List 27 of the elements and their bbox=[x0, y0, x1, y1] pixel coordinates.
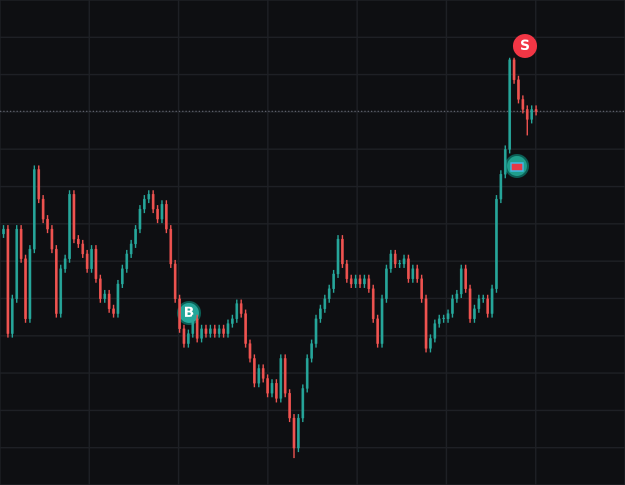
candlestick bbox=[363, 274, 366, 289]
candlestick bbox=[160, 200, 164, 224]
candlestick bbox=[222, 324, 225, 338]
candlestick bbox=[486, 294, 489, 318]
text: S bbox=[520, 40, 529, 50]
candlestick bbox=[200, 324, 203, 344]
candlestick bbox=[354, 274, 357, 289]
candlestick bbox=[407, 254, 410, 284]
candlestick bbox=[534, 104, 538, 116]
candlestick bbox=[530, 104, 533, 124]
candlestick bbox=[394, 249, 397, 269]
candlestick bbox=[218, 324, 220, 338]
candlestick bbox=[2, 224, 5, 239]
candlestick bbox=[196, 314, 198, 344]
candlestick bbox=[90, 244, 93, 274]
candlestick bbox=[103, 289, 106, 304]
candlestick bbox=[275, 378, 278, 404]
candlestick bbox=[204, 324, 208, 338]
candlestick bbox=[213, 324, 216, 338]
candlestick bbox=[358, 274, 362, 289]
candlestick bbox=[350, 274, 353, 289]
annotation: B bbox=[184, 306, 194, 317]
candlestick bbox=[235, 298, 238, 324]
candlestick bbox=[209, 324, 212, 338]
candlestick bbox=[257, 364, 260, 388]
candlestick bbox=[270, 378, 274, 398]
candlestick bbox=[412, 264, 414, 284]
